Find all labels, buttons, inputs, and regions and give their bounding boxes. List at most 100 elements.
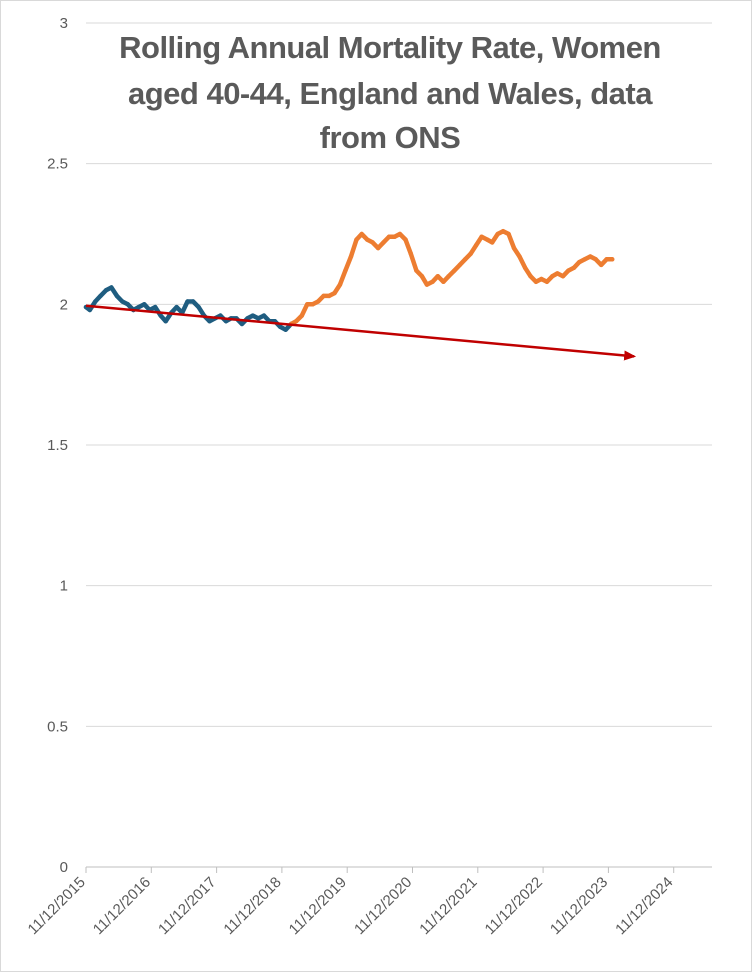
data-point <box>326 293 332 299</box>
data-point <box>392 234 397 239</box>
data-point <box>517 254 522 259</box>
data-point <box>446 274 451 279</box>
data-point <box>310 302 315 307</box>
data-point <box>457 262 462 268</box>
data-point <box>223 319 229 324</box>
data-point <box>305 302 310 307</box>
data-point <box>239 321 245 327</box>
x-tick-label: 11/12/2017 <box>155 874 219 938</box>
y-tick-label: 3 <box>60 15 68 32</box>
data-point <box>435 274 440 279</box>
data-point <box>332 290 337 296</box>
data-point <box>539 276 544 282</box>
data-point <box>593 257 598 262</box>
data-point <box>278 324 283 329</box>
x-tick-label: 11/12/2019 <box>286 874 350 938</box>
data-point <box>522 265 528 270</box>
data-point <box>142 302 147 307</box>
x-axis-ticks: 11/12/2015 11/12/2016 11/12/2017 11/12/2018… <box>25 867 677 938</box>
data-point <box>495 231 500 237</box>
x-tick-label: 11/12/2016 <box>90 874 154 938</box>
data-point <box>261 313 267 318</box>
data-point <box>430 279 435 284</box>
x-tick-label: 11/12/2024 <box>612 874 676 938</box>
data-point <box>98 293 103 299</box>
data-point <box>343 268 348 273</box>
chart-title-line-3: from ONS <box>320 120 461 155</box>
data-point <box>577 259 582 265</box>
data-point <box>582 257 587 262</box>
x-tick-label: 11/12/2021 <box>416 874 480 938</box>
x-tick-label: 11/12/2023 <box>547 874 611 938</box>
data-point <box>506 231 511 237</box>
data-point <box>359 231 364 237</box>
data-point <box>250 313 255 318</box>
data-point <box>125 302 130 307</box>
chart-title-line-1: Rolling Annual Mortality Rate, Women <box>119 30 661 65</box>
data-point <box>93 299 98 304</box>
y-tick-label: 0 <box>60 859 68 876</box>
data-point <box>424 282 430 287</box>
chart-title-line-2: aged 40-44, England and Wales, data <box>128 76 653 111</box>
data-point <box>571 265 577 270</box>
data-point <box>468 251 473 256</box>
data-point <box>408 251 413 256</box>
data-point <box>479 234 484 239</box>
data-point <box>403 237 408 242</box>
data-point <box>354 237 359 242</box>
data-point <box>544 279 550 284</box>
data-point <box>190 299 196 304</box>
data-point <box>114 293 120 299</box>
series-lines <box>83 228 615 332</box>
trend-arrow-group <box>85 304 637 361</box>
x-tick-label: 11/12/2020 <box>351 874 415 938</box>
data-point <box>566 268 571 273</box>
y-tick-label: 1 <box>60 578 68 595</box>
data-point <box>397 231 403 237</box>
data-point <box>560 274 566 279</box>
y-tick-label: 2 <box>60 296 68 313</box>
data-point <box>196 304 201 310</box>
data-point <box>158 313 163 318</box>
data-point <box>120 299 125 304</box>
data-point <box>321 293 326 299</box>
x-tick-label: 11/12/2022 <box>482 874 546 938</box>
data-point <box>163 319 168 324</box>
gridlines <box>86 22 712 868</box>
y-tick-label: 2.5 <box>47 156 68 173</box>
data-point <box>348 254 354 259</box>
data-point <box>533 279 539 284</box>
y-axis-ticks: 0 0.5 1 1.5 2 2.5 3 <box>47 15 68 876</box>
data-point <box>174 304 179 310</box>
data-point <box>337 282 343 287</box>
data-point <box>610 257 615 262</box>
trend-arrow <box>85 304 637 361</box>
data-point <box>136 304 141 310</box>
data-point <box>256 316 261 321</box>
data-point <box>604 257 609 262</box>
data-point <box>555 271 560 276</box>
data-point <box>315 299 321 304</box>
y-tick-label: 1.5 <box>47 437 68 454</box>
data-point <box>588 254 593 259</box>
data-point <box>365 237 370 242</box>
data-point <box>299 313 304 318</box>
data-point <box>485 237 490 242</box>
data-point <box>441 279 446 284</box>
data-point <box>452 268 457 273</box>
y-tick-label: 0.5 <box>47 718 68 735</box>
data-point <box>218 313 223 318</box>
data-point <box>103 288 109 293</box>
data-point <box>414 268 419 273</box>
data-point <box>386 234 392 239</box>
data-point <box>381 240 386 245</box>
data-point <box>550 274 555 279</box>
data-point <box>207 319 212 324</box>
data-point <box>511 245 517 251</box>
data-point <box>419 274 425 279</box>
data-point <box>500 229 506 234</box>
x-tick-label: 11/12/2018 <box>220 874 284 938</box>
data-point <box>185 299 190 304</box>
data-point <box>375 245 381 251</box>
